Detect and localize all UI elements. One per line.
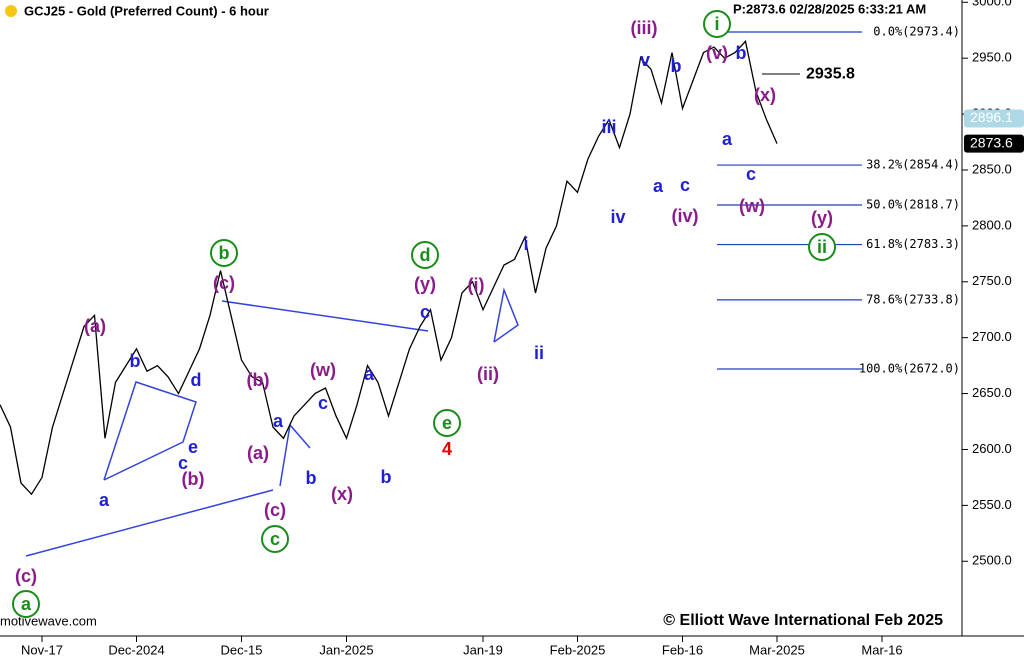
- fib-label: 78.6%(2733.8): [866, 292, 960, 306]
- y-tick-label: 2600.0: [972, 441, 1012, 456]
- wave-label: a: [21, 594, 32, 614]
- wave-circle: [210, 239, 238, 267]
- wave-label: c: [178, 453, 188, 473]
- y-tick-label: 3000.0: [972, 0, 1012, 9]
- wave-label: e: [442, 413, 452, 433]
- wave-label: b: [130, 351, 141, 371]
- wave-label: (ii): [477, 364, 499, 384]
- wave-label: v: [640, 50, 650, 70]
- x-tick-label: Dec-2024: [108, 642, 164, 657]
- price-line: [0, 40, 778, 496]
- fib-label: 61.8%(2783.3): [866, 237, 960, 251]
- wave-circle: [411, 241, 439, 269]
- wave-label: (w): [739, 196, 765, 216]
- wave-label: (iii): [631, 18, 658, 38]
- x-tick-label: Dec-15: [221, 642, 263, 657]
- wave-label: c: [420, 302, 430, 322]
- wave-circle: [433, 409, 461, 437]
- wave-label: b: [671, 56, 682, 76]
- wave-label: (iv): [672, 206, 699, 226]
- wave-label: (i): [468, 275, 485, 295]
- wave-label: a: [99, 490, 110, 510]
- fib-label: 100.0%(2672.0): [859, 361, 960, 375]
- watermark: motivewave.com: [0, 613, 97, 628]
- wave-label: (x): [754, 85, 776, 105]
- wave-label: c: [680, 175, 690, 195]
- x-tick-label: Nov-17: [21, 642, 63, 657]
- x-tick-label: Feb-16: [662, 642, 703, 657]
- wave-label: (c): [15, 566, 37, 586]
- fib-label: 0.0%(2973.4): [873, 25, 960, 39]
- y-tick-label: 2500.0: [972, 553, 1012, 568]
- x-tick-label: Feb-2025: [550, 642, 606, 657]
- wave-label: e: [188, 437, 198, 457]
- x-tick-label: Mar-16: [861, 642, 902, 657]
- wave-label: (y): [414, 274, 436, 294]
- wave-label: a: [273, 411, 284, 431]
- wave-label: a: [722, 129, 733, 149]
- wave-label: b: [736, 43, 747, 63]
- y-tick-label: 2650.0: [972, 385, 1012, 400]
- x-tick-label: Jan-2025: [319, 642, 373, 657]
- wave-label: (c): [213, 273, 235, 293]
- wave-label: 4: [442, 439, 452, 459]
- wave-circle: [12, 590, 40, 618]
- wave-circle: [261, 525, 289, 553]
- wave-label: a: [364, 364, 375, 384]
- status-dot: [5, 5, 17, 17]
- wave-circle: [808, 233, 836, 261]
- y-tick-label: 2800.0: [972, 217, 1012, 232]
- y-tick-label: 2550.0: [972, 497, 1012, 512]
- wave-label: (b): [247, 370, 270, 390]
- wave-label: c: [270, 529, 280, 549]
- wave-label: b: [306, 468, 317, 488]
- wave-label: (v): [706, 43, 728, 63]
- wave-label: (b): [182, 469, 205, 489]
- chart-title: GCJ25 - Gold (Preferred Count) - 6 hour: [24, 3, 269, 18]
- wave-label: b: [381, 467, 392, 487]
- fib-label: 38.2%(2854.4): [866, 158, 960, 172]
- wave-label: (x): [331, 484, 353, 504]
- wave-label: (a): [84, 316, 106, 336]
- wave-label: (y): [811, 208, 833, 228]
- x-tick-label: Jan-19: [463, 642, 503, 657]
- price-marker-label: 2896.1: [970, 109, 1013, 125]
- price-marker: [964, 134, 1024, 153]
- wave-label: (c): [264, 500, 286, 520]
- y-tick-label: 2850.0: [972, 161, 1012, 176]
- wave-label: i: [523, 234, 528, 254]
- price-marker-label: 2873.6: [970, 134, 1013, 150]
- wave-label: (w): [310, 360, 336, 380]
- wave-label: d: [420, 245, 431, 265]
- target-label: 2935.8: [806, 65, 855, 82]
- y-tick-label: 2950.0: [972, 50, 1012, 65]
- x-tick-label: Mar-2025: [749, 642, 805, 657]
- wave-label: iv: [610, 207, 625, 227]
- y-tick-label: 2700.0: [972, 329, 1012, 344]
- wave-label: b: [219, 243, 230, 263]
- wave-circle: [703, 10, 731, 38]
- wave-label: iii: [601, 117, 616, 137]
- copyright: © Elliott Wave International Feb 2025: [663, 612, 943, 629]
- wave-label: c: [318, 393, 328, 413]
- price-marker: [964, 109, 1024, 128]
- wave-label: (a): [247, 443, 269, 463]
- wave-label: c: [746, 164, 756, 184]
- wave-label: i: [714, 14, 719, 34]
- wave-label: ii: [817, 237, 827, 257]
- wave-label: ii: [534, 343, 544, 363]
- wave-label: d: [191, 370, 202, 390]
- status: P:2873.6 02/28/2025 6:33:21 AM: [733, 1, 926, 16]
- wave-label: a: [653, 176, 664, 196]
- y-tick-label: 2750.0: [972, 273, 1012, 288]
- fib-label: 50.0%(2818.7): [866, 197, 960, 211]
